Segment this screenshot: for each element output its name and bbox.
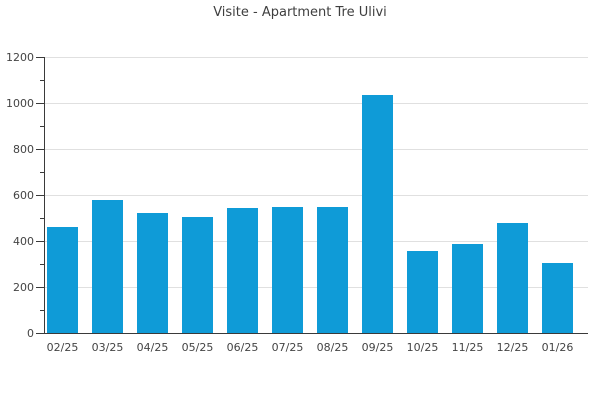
y-axis-major-tick	[36, 286, 44, 288]
y-axis-minor-tick	[40, 309, 44, 311]
y-axis-major-tick	[36, 194, 44, 196]
y-axis-major-tick	[36, 240, 44, 242]
y-gridline	[44, 194, 588, 196]
x-axis-tick-label: 12/25	[496, 341, 529, 354]
x-axis-tick-label: 11/25	[451, 341, 484, 354]
y-gridline	[44, 286, 588, 288]
bar-11/25	[451, 244, 484, 333]
x-axis-line	[36, 333, 588, 334]
y-axis-tick-label: 400	[13, 234, 34, 248]
bar-04/25	[136, 213, 169, 333]
x-axis-tick-label: 03/25	[91, 341, 124, 354]
x-axis-tick-label: 06/25	[226, 341, 259, 354]
y-axis-tick-label: 200	[13, 280, 34, 294]
x-axis-tick-label: 02/25	[46, 341, 79, 354]
bar-10/25	[406, 251, 439, 333]
y-axis-minor-tick	[40, 79, 44, 81]
y-axis-minor-tick	[40, 171, 44, 173]
x-axis-tick-label: 07/25	[271, 341, 304, 354]
y-axis-major-tick	[36, 102, 44, 104]
y-gridline	[44, 56, 588, 58]
y-gridline	[44, 102, 588, 104]
x-axis-tick-label: 08/25	[316, 341, 349, 354]
x-axis-tick-label: 10/25	[406, 341, 439, 354]
bar-07/25	[271, 206, 304, 333]
y-axis-major-tick	[36, 56, 44, 58]
chart-title: Visite - Apartment Tre Ulivi	[213, 5, 387, 20]
y-axis-minor-tick	[40, 217, 44, 219]
y-axis-tick-label: 600	[13, 188, 34, 202]
y-gridline	[44, 148, 588, 150]
bar-06/25	[226, 207, 259, 333]
bar-01/26	[541, 262, 574, 333]
x-axis-tick-label: 04/25	[136, 341, 169, 354]
y-axis-line	[44, 57, 45, 333]
y-axis-tick-label: 1200	[6, 50, 34, 64]
y-axis-tick-label: 0	[27, 326, 34, 340]
bar-08/25	[316, 206, 349, 333]
bar-12/25	[496, 222, 529, 333]
bar-05/25	[181, 216, 214, 333]
bar-03/25	[91, 199, 124, 333]
bar-09/25	[361, 94, 394, 333]
y-axis-tick-label: 800	[13, 142, 34, 156]
y-gridline	[44, 240, 588, 242]
x-axis-tick-label: 09/25	[361, 341, 394, 354]
y-axis-major-tick	[36, 148, 44, 150]
y-axis-minor-tick	[40, 263, 44, 265]
x-axis-tick-label: 01/26	[541, 341, 574, 354]
y-axis-tick-label: 1000	[6, 96, 34, 110]
x-axis-tick-label: 05/25	[181, 341, 214, 354]
y-axis-minor-tick	[40, 125, 44, 127]
bar-02/25	[46, 227, 79, 333]
